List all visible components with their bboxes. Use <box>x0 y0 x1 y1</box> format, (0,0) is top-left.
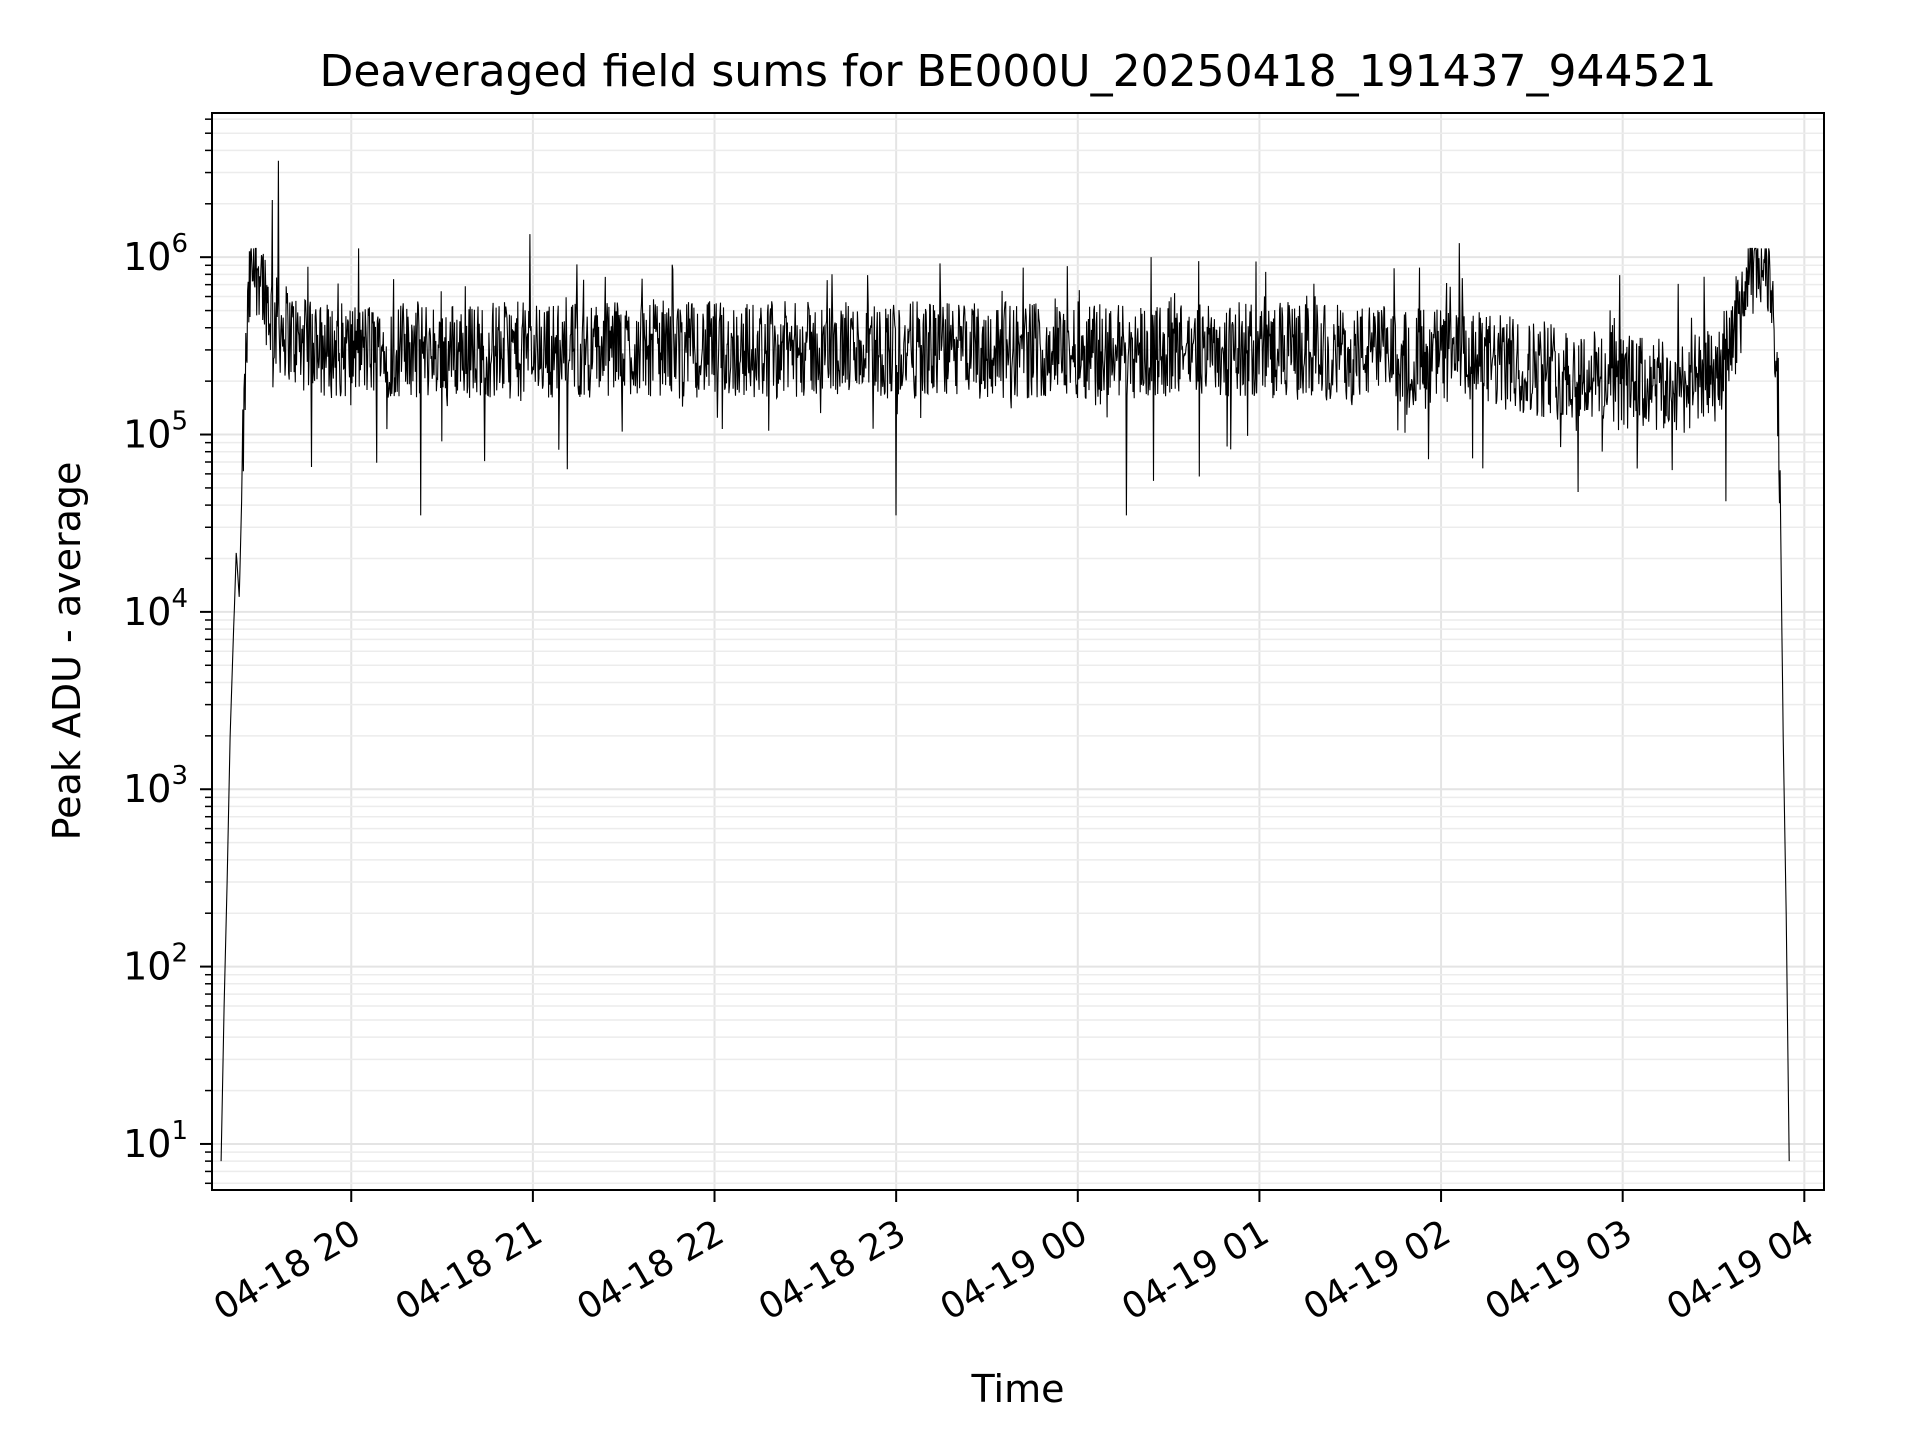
y-tick-label: 106 <box>123 229 188 279</box>
chart-title: Deaveraged field sums for BE000U_2025041… <box>319 46 1716 97</box>
x-axis-label: Time <box>971 1367 1065 1411</box>
y-tick-exp: 4 <box>171 584 188 614</box>
y-tick-label: 103 <box>123 761 188 811</box>
plot-area <box>220 160 1790 1162</box>
y-tick-label: 101 <box>123 1116 188 1166</box>
y-tick-exp: 1 <box>171 1116 188 1146</box>
y-tick-base: 10 <box>123 235 171 279</box>
y-tick-label: 102 <box>123 939 188 989</box>
y-tick-base: 10 <box>123 590 171 634</box>
y-tick-exp: 6 <box>171 229 188 259</box>
y-tick-base: 10 <box>123 945 171 989</box>
series-line <box>220 160 1790 1162</box>
y-tick-label: 105 <box>123 407 188 457</box>
y-tick-base: 10 <box>123 767 171 811</box>
y-tick-exp: 5 <box>171 407 188 437</box>
y-axis-label: Peak ADU - average <box>45 462 89 841</box>
y-tick-base: 10 <box>123 413 171 457</box>
y-tick-label: 104 <box>123 584 188 634</box>
y-tick-base: 10 <box>123 1122 171 1166</box>
grid <box>212 113 1824 1190</box>
y-tick-exp: 2 <box>171 939 188 969</box>
y-tick-exp: 3 <box>171 761 188 791</box>
